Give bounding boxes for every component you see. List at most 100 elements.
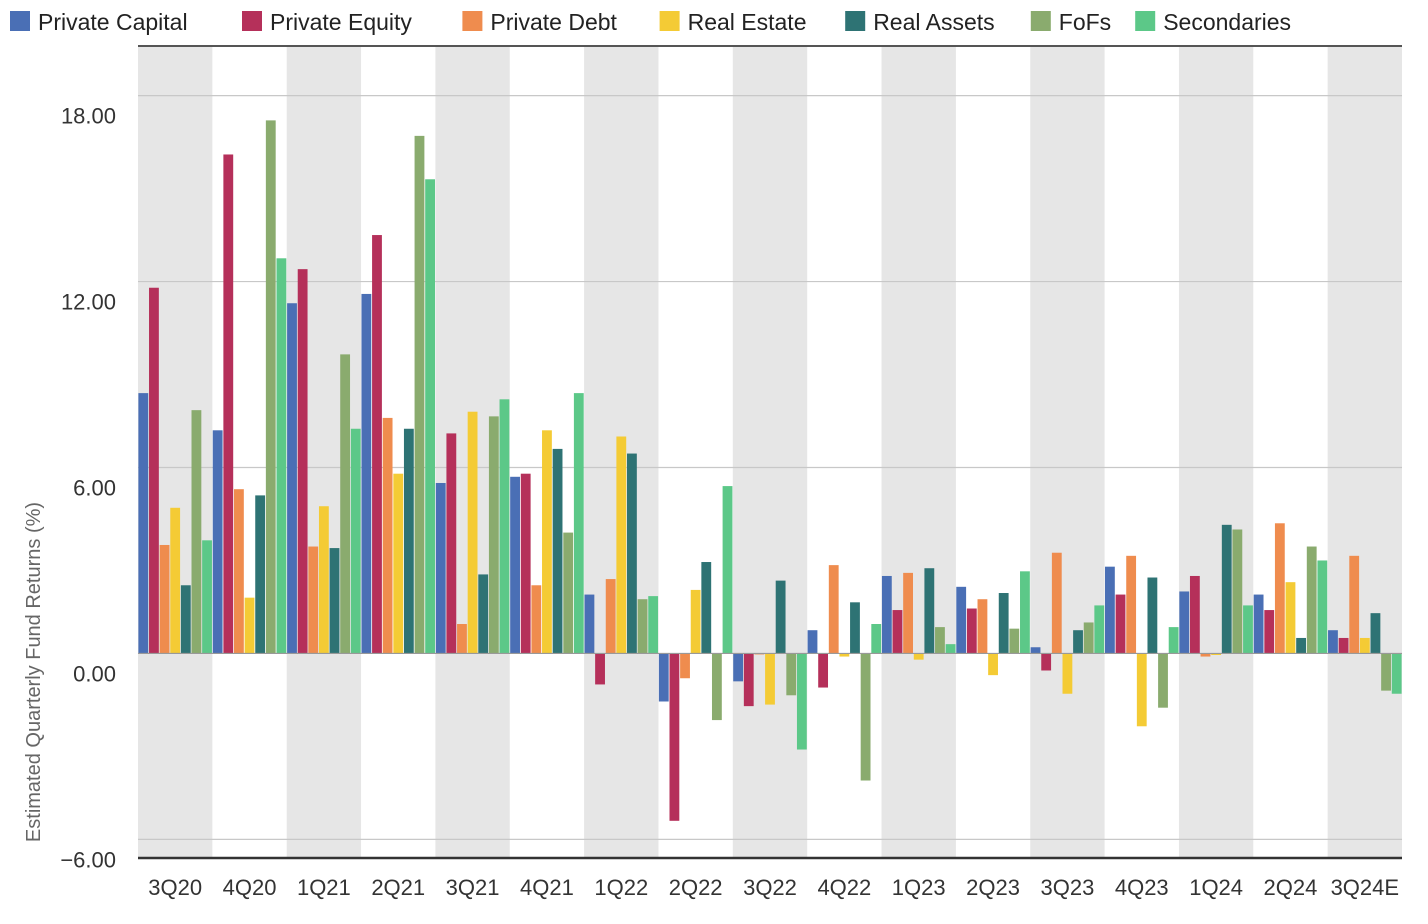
bar <box>393 473 404 654</box>
bar <box>690 589 701 654</box>
bar <box>403 428 414 654</box>
y-axis-label: Estimated Quarterly Fund Returns (%) <box>23 502 45 842</box>
bar <box>1211 653 1222 655</box>
legend-swatch <box>1135 11 1156 31</box>
category-band <box>881 46 956 858</box>
bar <box>233 489 244 654</box>
bar <box>892 610 903 654</box>
bar <box>807 630 818 654</box>
bar <box>595 653 605 685</box>
legend-swatch <box>242 11 262 31</box>
bar <box>1232 529 1243 654</box>
bar <box>340 354 351 654</box>
bar <box>860 653 871 781</box>
bar <box>425 179 436 654</box>
legend-swatch <box>462 11 483 31</box>
bar <box>1381 653 1391 691</box>
bar <box>159 544 170 654</box>
bar <box>998 593 1009 654</box>
bar <box>531 585 542 654</box>
legend-label: Private Equity <box>270 9 412 35</box>
bar <box>202 540 212 654</box>
bar <box>1083 622 1094 654</box>
bar <box>191 410 202 654</box>
bar <box>276 258 287 654</box>
bar <box>1179 591 1190 654</box>
bars <box>138 120 1402 821</box>
bar <box>1349 555 1360 654</box>
bar <box>680 653 690 679</box>
bar <box>1338 637 1349 654</box>
bar <box>935 627 945 654</box>
bar <box>1306 546 1317 654</box>
x-tick-label: 2Q22 <box>669 875 723 900</box>
legend-swatch <box>845 11 866 31</box>
bar <box>170 507 181 654</box>
bar <box>244 597 255 654</box>
bar <box>510 476 520 654</box>
bar <box>627 453 637 654</box>
bar <box>786 653 797 696</box>
bar <box>584 594 595 654</box>
bar <box>138 393 149 654</box>
bar <box>350 428 361 654</box>
bar <box>499 399 510 654</box>
bar <box>881 575 892 654</box>
bar <box>701 562 712 654</box>
bar <box>1359 637 1370 654</box>
bar <box>297 269 308 654</box>
bar <box>372 235 382 654</box>
bar <box>149 287 159 654</box>
bar <box>1104 566 1115 654</box>
x-tick-label: 1Q24 <box>1189 875 1243 900</box>
category-band <box>732 46 808 858</box>
bar <box>871 624 882 654</box>
bar <box>977 599 988 654</box>
bar <box>903 572 913 654</box>
bar <box>255 495 266 654</box>
legend-swatch <box>1030 11 1051 31</box>
bar <box>1296 637 1307 654</box>
bar <box>446 433 457 654</box>
x-tick-label: 4Q21 <box>520 875 574 900</box>
bar <box>1189 575 1200 654</box>
bar <box>520 473 531 654</box>
y-axis-ticks: −6.00 0.00 6.00 12.00 18.00 <box>60 104 116 873</box>
x-tick-label: 4Q23 <box>1115 875 1169 900</box>
bar <box>329 548 340 654</box>
bar <box>361 293 372 654</box>
legend-swatch <box>659 11 680 31</box>
legend-label: Secondaries <box>1163 9 1291 35</box>
bar <box>945 644 956 654</box>
y-tick-label: 6.00 <box>73 475 116 500</box>
bar <box>966 608 977 654</box>
bar <box>1051 552 1062 654</box>
legend-swatch <box>10 11 30 31</box>
bar <box>1147 577 1158 654</box>
category-band <box>1327 46 1402 858</box>
bar <box>1221 524 1232 654</box>
bar <box>956 586 967 654</box>
x-tick-label: 3Q24E <box>1331 875 1400 900</box>
bar <box>1020 571 1030 654</box>
legend-label: Private Capital <box>38 9 188 35</box>
bar <box>1168 627 1179 654</box>
bar <box>605 579 616 654</box>
x-tick-label: 4Q22 <box>817 875 871 900</box>
bar <box>542 430 552 654</box>
x-tick-label: 1Q23 <box>892 875 946 900</box>
y-tick-label: 18.00 <box>61 104 116 129</box>
x-tick-label: 3Q21 <box>446 875 500 900</box>
bar <box>648 596 659 654</box>
legend-label: FoFs <box>1059 9 1111 35</box>
bar <box>1009 628 1020 654</box>
bar <box>722 486 733 654</box>
x-tick-label: 2Q21 <box>371 875 425 900</box>
bar <box>1094 605 1105 654</box>
bar <box>743 653 754 707</box>
y-tick-label: 0.00 <box>73 661 116 686</box>
bar <box>818 653 829 688</box>
bar <box>711 653 722 721</box>
bar <box>1370 613 1381 654</box>
